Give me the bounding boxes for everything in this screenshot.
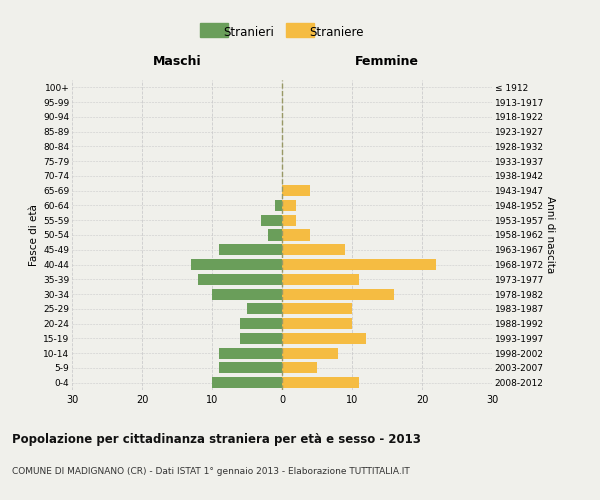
Bar xyxy=(247,304,282,314)
Bar xyxy=(282,230,310,240)
Bar xyxy=(282,377,359,388)
Bar xyxy=(219,244,282,256)
Bar xyxy=(282,288,394,300)
Bar xyxy=(282,214,296,226)
Bar xyxy=(198,274,282,285)
Bar xyxy=(212,288,282,300)
Y-axis label: Fasce di età: Fasce di età xyxy=(29,204,39,266)
Bar xyxy=(282,185,310,196)
Bar xyxy=(282,333,366,344)
Bar xyxy=(275,200,282,211)
Bar xyxy=(191,259,282,270)
Bar xyxy=(219,348,282,358)
Bar xyxy=(282,274,359,285)
Bar xyxy=(282,244,345,256)
Bar xyxy=(219,362,282,374)
Bar xyxy=(282,200,296,211)
Text: Popolazione per cittadinanza straniera per età e sesso - 2013: Popolazione per cittadinanza straniera p… xyxy=(12,432,421,446)
Bar xyxy=(240,318,282,329)
Bar xyxy=(282,362,317,374)
Legend: Stranieri, Straniere: Stranieri, Straniere xyxy=(195,21,369,44)
Bar xyxy=(268,230,282,240)
Bar xyxy=(240,333,282,344)
Bar xyxy=(261,214,282,226)
Bar xyxy=(212,377,282,388)
Text: Maschi: Maschi xyxy=(152,55,202,68)
Bar xyxy=(282,318,352,329)
Y-axis label: Anni di nascita: Anni di nascita xyxy=(545,196,555,274)
Bar xyxy=(282,259,436,270)
Text: Femmine: Femmine xyxy=(355,55,419,68)
Bar xyxy=(282,348,338,358)
Text: COMUNE DI MADIGNANO (CR) - Dati ISTAT 1° gennaio 2013 - Elaborazione TUTTITALIA.: COMUNE DI MADIGNANO (CR) - Dati ISTAT 1°… xyxy=(12,468,410,476)
Bar xyxy=(282,304,352,314)
